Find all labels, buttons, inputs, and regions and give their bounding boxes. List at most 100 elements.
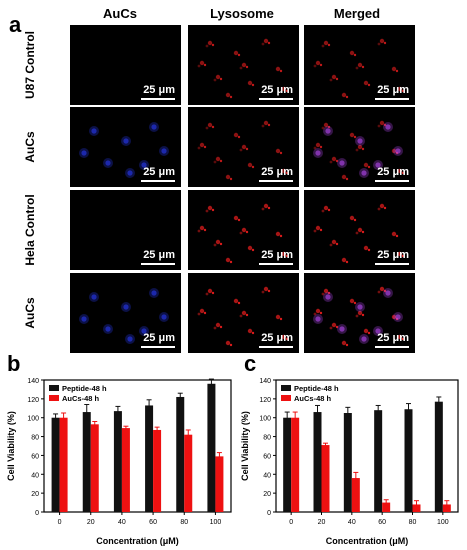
fluorescence-spot	[395, 314, 401, 320]
fluorescence-spot	[357, 227, 363, 233]
fluorescence-spot	[385, 124, 391, 130]
fluorescence-spot	[345, 95, 349, 99]
fluorescence-spot	[215, 74, 221, 80]
fluorescence-spot	[247, 80, 253, 86]
plot-frame	[275, 379, 459, 513]
fluorescence-spot	[353, 301, 357, 305]
fluorescence-spot	[205, 44, 209, 48]
fluorescence-spot	[349, 50, 355, 56]
fluorescence-spot	[211, 43, 215, 47]
fluorescence-spot	[361, 230, 365, 234]
fluorescence-spot	[377, 207, 381, 211]
fluorescence-spot	[395, 148, 401, 154]
bar-peptide	[404, 409, 413, 512]
y-tick-label: 20	[31, 491, 39, 498]
fluorescence-spot	[197, 146, 201, 150]
bar-peptide	[434, 401, 443, 512]
bar-peptide	[82, 412, 91, 512]
fluorescence-spot	[247, 245, 253, 251]
x-axis-label: Concentration (μM)	[96, 536, 179, 546]
cell-viability-chart-b: 0 20 40 60 80 100 120 140 0 20 40 60 80 100 Peptide-48…	[6, 378, 232, 546]
bar-aucs	[291, 417, 300, 512]
microscopy-tile-aucs-3: 25 μm	[70, 190, 181, 270]
column-header-lysosome: Lysosome	[210, 6, 274, 21]
fluorescence-spot	[357, 138, 363, 144]
fluorescence-spot	[323, 40, 329, 46]
row-label-hela-control: Hela Control	[22, 190, 38, 270]
microscopy-tile-lysosome-1: 25 μm	[188, 25, 299, 105]
fluorescence-spot	[367, 83, 371, 87]
bar-peptide	[145, 405, 154, 512]
legend-label: AuCs-48 h	[62, 394, 100, 403]
fluorescence-spot	[275, 231, 281, 237]
fluorescence-spot	[207, 40, 213, 46]
fluorescence-spot	[237, 53, 241, 57]
fluorescence-spot	[261, 124, 265, 128]
scale-bar	[141, 98, 175, 100]
fluorescence-spot	[319, 311, 323, 315]
fluorescence-spot	[241, 62, 247, 68]
x-tick-label: 80	[180, 519, 188, 526]
legend-label: AuCs-48 h	[294, 394, 332, 403]
fluorescence-spot	[285, 89, 289, 93]
scale-bar	[375, 263, 409, 265]
fluorescence-spot	[321, 126, 325, 130]
x-tick-label: 40	[118, 519, 126, 526]
x-tick-label: 20	[318, 519, 326, 526]
fluorescence-spot	[279, 69, 283, 73]
fluorescence-spot	[331, 156, 337, 162]
fluorescence-spot	[313, 229, 317, 233]
scale-bar	[259, 346, 293, 348]
fluorescence-spot	[247, 328, 253, 334]
fluorescence-spot	[211, 125, 215, 129]
scale-bar-label: 25 μm	[377, 84, 409, 96]
microscopy-tile-lysosome-2: 25 μm	[188, 107, 299, 187]
fluorescence-spot	[263, 38, 269, 44]
legend-swatch	[49, 385, 59, 391]
fluorescence-spot	[239, 314, 243, 318]
scale-bar-label: 25 μm	[143, 166, 175, 178]
x-tick-label: 60	[149, 519, 157, 526]
fluorescence-spot	[401, 337, 405, 341]
microscopy-tile-merged-1: 25 μm	[304, 25, 415, 105]
fluorescence-spot	[319, 63, 323, 67]
fluorescence-spot	[315, 60, 321, 66]
scale-bar	[375, 180, 409, 182]
fluorescence-spot	[361, 313, 365, 317]
fluorescence-spot	[91, 128, 97, 134]
fluorescence-spot	[377, 290, 381, 294]
fluorescence-spot	[341, 92, 347, 98]
fluorescence-spot	[355, 148, 359, 152]
fluorescence-spot	[383, 206, 387, 210]
fluorescence-spot	[335, 77, 339, 81]
y-tick-label: 100	[259, 416, 271, 423]
y-tick-label: 120	[259, 397, 271, 404]
scale-bar	[375, 346, 409, 348]
fluorescence-spot	[323, 288, 329, 294]
fluorescence-spot	[315, 150, 321, 156]
fluorescence-spot	[397, 334, 403, 340]
fluorescence-spot	[219, 159, 223, 163]
fluorescence-spot	[341, 174, 347, 180]
fluorescence-spot	[207, 122, 213, 128]
fluorescence-spot	[237, 301, 241, 305]
fluorescence-spot	[237, 135, 241, 139]
fluorescence-spot	[397, 86, 403, 92]
fluorescence-spot	[361, 65, 365, 69]
x-tick-label: 100	[437, 519, 449, 526]
fluorescence-spot	[335, 159, 339, 163]
x-tick-label: 20	[87, 519, 95, 526]
fluorescence-spot	[401, 254, 405, 258]
microscopy-tile-lysosome-3: 25 μm	[188, 190, 299, 270]
fluorescence-spot	[203, 311, 207, 315]
fluorescence-spot	[211, 291, 215, 295]
fluorescence-spot	[215, 156, 221, 162]
fluorescence-spot	[391, 314, 397, 320]
row-label-aucs-u87: AuCs	[22, 107, 38, 187]
fluorescence-spot	[363, 80, 369, 86]
fluorescence-spot	[391, 66, 397, 72]
fluorescence-spot	[375, 162, 381, 168]
fluorescence-spot	[385, 290, 391, 296]
fluorescence-spot	[323, 122, 329, 128]
fluorescence-spot	[215, 239, 221, 245]
